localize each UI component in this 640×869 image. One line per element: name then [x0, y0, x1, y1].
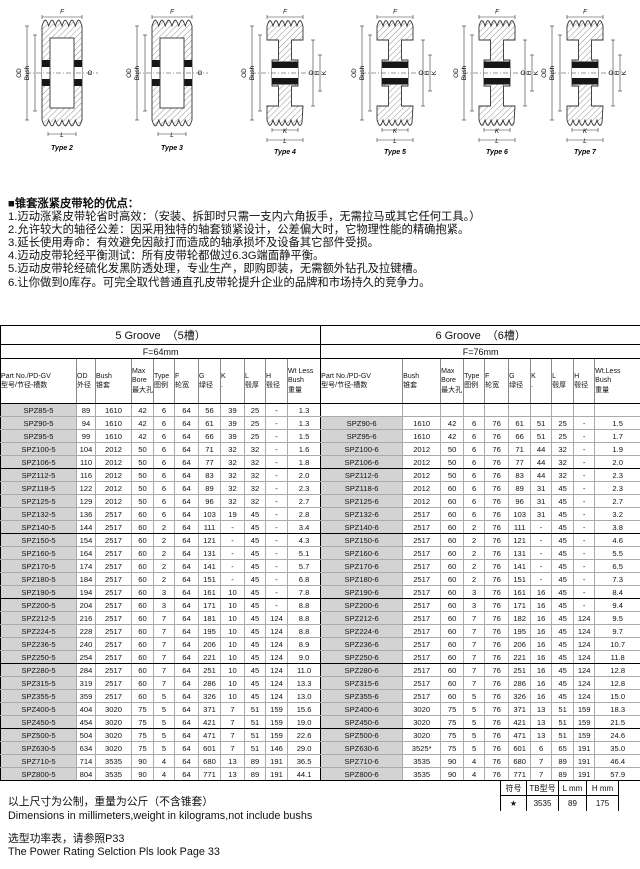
svg-text:Bush: Bush	[249, 65, 256, 80]
svg-text:OD: OD	[126, 68, 133, 78]
svg-text:F: F	[495, 9, 500, 16]
svg-text:L: L	[393, 138, 397, 145]
svg-text:OD: OD	[16, 68, 23, 78]
svg-text:O: O	[198, 71, 203, 77]
svg-text:K: K	[321, 70, 328, 75]
svg-text:Bush: Bush	[461, 65, 468, 80]
svg-text:F: F	[60, 9, 65, 16]
svg-text:K: K	[583, 128, 588, 135]
svg-text:Type 3: Type 3	[161, 145, 183, 152]
svg-text:L: L	[583, 138, 587, 145]
svg-text:K: K	[621, 70, 628, 75]
svg-text:L: L	[170, 132, 174, 139]
svg-text:F: F	[170, 9, 175, 16]
svg-text:Bush: Bush	[549, 65, 556, 80]
svg-text:F: F	[283, 9, 288, 16]
svg-text:L: L	[283, 138, 287, 145]
svg-text:L: L	[60, 132, 64, 139]
svg-text:O: O	[88, 71, 93, 77]
svg-text:Type 2: Type 2	[51, 145, 73, 152]
svg-text:K: K	[495, 128, 500, 135]
svg-text:F: F	[583, 9, 588, 16]
svg-text:F: F	[393, 9, 398, 16]
svg-text:Type 7: Type 7	[574, 149, 597, 156]
svg-text:K: K	[431, 70, 438, 75]
svg-text:K: K	[283, 128, 288, 135]
svg-text:OD: OD	[241, 68, 248, 78]
svg-text:Bush: Bush	[24, 65, 31, 80]
svg-text:Bush: Bush	[359, 65, 366, 80]
svg-text:K: K	[393, 128, 398, 135]
svg-text:Type 4: Type 4	[274, 149, 296, 156]
svg-text:OD: OD	[453, 68, 460, 78]
svg-text:Bush: Bush	[134, 65, 141, 80]
svg-text:OD: OD	[541, 68, 548, 78]
svg-text:L: L	[495, 138, 499, 145]
svg-text:K: K	[533, 70, 540, 75]
svg-text:OD: OD	[351, 68, 358, 78]
svg-text:Type 6: Type 6	[486, 149, 508, 156]
svg-text:Type 5: Type 5	[384, 149, 406, 156]
